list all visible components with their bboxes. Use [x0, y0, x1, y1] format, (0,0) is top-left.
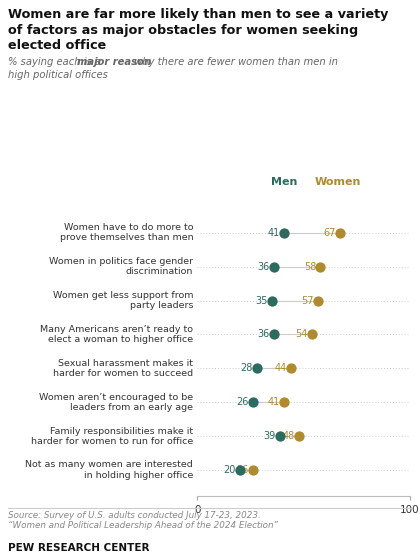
Point [277, 432, 284, 441]
Text: Women get less support from
party leaders: Women get less support from party leader… [52, 291, 193, 310]
Text: 28: 28 [240, 363, 252, 374]
Text: Family responsibilities make it
harder for women to run for office: Family responsibilities make it harder f… [31, 427, 193, 446]
Point [287, 364, 294, 373]
Point [281, 228, 288, 237]
Text: why there are fewer women than men in: why there are fewer women than men in [131, 57, 338, 67]
Text: elected office: elected office [8, 39, 107, 52]
Point [281, 398, 288, 407]
Text: Many Americans aren’t ready to
elect a woman to higher office: Many Americans aren’t ready to elect a w… [40, 325, 193, 344]
Text: 26: 26 [236, 465, 248, 475]
Text: 67: 67 [323, 228, 335, 237]
Text: 39: 39 [264, 431, 276, 441]
Text: % saying each is a: % saying each is a [8, 57, 105, 67]
Text: Women are far more likely than men to see a variety: Women are far more likely than men to se… [8, 8, 389, 21]
Point [270, 262, 277, 271]
Text: Source: Survey of U.S. adults conducted July 17-23, 2023.: Source: Survey of U.S. adults conducted … [8, 511, 261, 520]
Point [236, 466, 243, 475]
Text: 26: 26 [236, 397, 248, 407]
Text: 41: 41 [268, 228, 280, 237]
Point [268, 296, 275, 305]
Text: 54: 54 [295, 329, 308, 339]
Text: 44: 44 [274, 363, 286, 374]
Text: 36: 36 [257, 262, 270, 272]
Point [317, 262, 324, 271]
Text: Women aren’t encouraged to be
leaders from an early age: Women aren’t encouraged to be leaders fr… [39, 393, 193, 412]
Text: high political offices: high political offices [8, 70, 108, 80]
Text: PEW RESEARCH CENTER: PEW RESEARCH CENTER [8, 543, 150, 553]
Text: Women: Women [314, 177, 361, 187]
Text: 41: 41 [268, 397, 280, 407]
Text: Men: Men [271, 177, 297, 187]
Text: Sexual harassment makes it
harder for women to succeed: Sexual harassment makes it harder for wo… [53, 358, 193, 378]
Text: 35: 35 [255, 296, 268, 306]
Text: major reason: major reason [77, 57, 151, 67]
Text: “Women and Political Leadership Ahead of the 2024 Election”: “Women and Political Leadership Ahead of… [8, 521, 278, 530]
Text: Women have to do more to
prove themselves than men: Women have to do more to prove themselve… [60, 223, 193, 242]
Point [296, 432, 302, 441]
Point [249, 466, 256, 475]
Point [315, 296, 322, 305]
Point [270, 330, 277, 339]
Text: 57: 57 [302, 296, 314, 306]
Text: 58: 58 [304, 262, 316, 272]
Text: 48: 48 [283, 431, 295, 441]
Point [309, 330, 315, 339]
Point [336, 228, 343, 237]
Text: of factors as major obstacles for women seeking: of factors as major obstacles for women … [8, 24, 359, 36]
Text: Women in politics face gender
discrimination: Women in politics face gender discrimina… [49, 257, 193, 276]
Point [253, 364, 260, 373]
Text: 36: 36 [257, 329, 270, 339]
Text: Not as many women are interested
in holding higher office: Not as many women are interested in hold… [25, 460, 193, 480]
Text: 20: 20 [223, 465, 236, 475]
Point [249, 398, 256, 407]
